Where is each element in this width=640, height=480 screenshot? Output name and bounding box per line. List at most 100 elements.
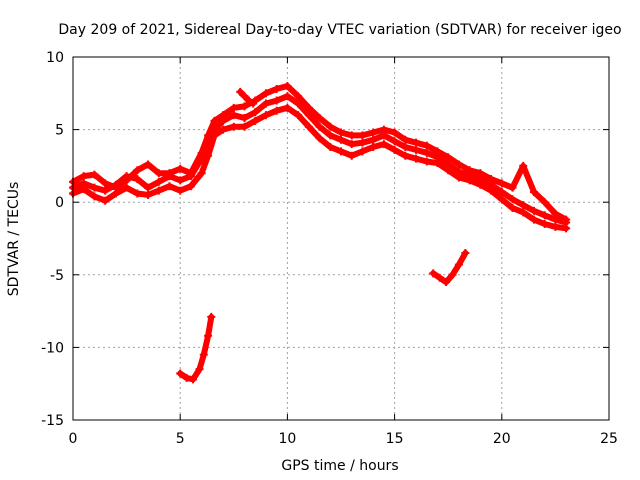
series-dip-left bbox=[176, 312, 216, 384]
data-point bbox=[176, 369, 185, 378]
data-point bbox=[442, 278, 451, 287]
series-layer bbox=[69, 82, 571, 384]
data-point bbox=[240, 113, 249, 122]
data-point bbox=[347, 151, 356, 160]
data-point bbox=[358, 138, 367, 147]
data-point bbox=[154, 177, 163, 186]
data-point bbox=[433, 147, 442, 156]
data-point bbox=[251, 108, 260, 117]
data-point bbox=[315, 134, 324, 143]
data-point bbox=[204, 331, 213, 340]
y-tick-label: -15 bbox=[41, 413, 64, 429]
data-point bbox=[240, 102, 249, 111]
data-point bbox=[240, 122, 249, 131]
x-tick-label: 25 bbox=[600, 431, 618, 447]
data-point bbox=[412, 145, 421, 154]
data-point bbox=[197, 169, 206, 178]
data-point bbox=[422, 148, 431, 157]
data-point bbox=[379, 140, 388, 149]
data-point bbox=[90, 170, 99, 179]
series-fragment-8h bbox=[236, 87, 258, 108]
data-point bbox=[182, 373, 191, 382]
data-point bbox=[529, 206, 538, 215]
data-point bbox=[283, 92, 292, 101]
data-point bbox=[315, 113, 324, 122]
data-point bbox=[133, 166, 142, 175]
data-point bbox=[154, 169, 163, 178]
data-point bbox=[369, 135, 378, 144]
data-point bbox=[326, 143, 335, 152]
data-point bbox=[176, 176, 185, 185]
y-tick-label: 10 bbox=[46, 50, 64, 66]
data-point bbox=[461, 249, 470, 258]
x-tick-label: 0 bbox=[69, 431, 78, 447]
data-point bbox=[304, 103, 313, 112]
data-point bbox=[122, 176, 131, 185]
data-point bbox=[229, 103, 238, 112]
data-point bbox=[204, 131, 213, 140]
data-point bbox=[487, 174, 496, 183]
data-point bbox=[401, 143, 410, 152]
data-point bbox=[154, 186, 163, 195]
data-point bbox=[144, 190, 153, 199]
data-point bbox=[272, 84, 281, 93]
data-point bbox=[465, 176, 474, 185]
data-point bbox=[186, 169, 195, 178]
data-point bbox=[369, 143, 378, 152]
y-tick-label: -5 bbox=[50, 268, 64, 284]
x-tick-label: 15 bbox=[386, 431, 404, 447]
data-point bbox=[551, 209, 560, 218]
data-point bbox=[236, 87, 245, 96]
data-point bbox=[261, 89, 270, 98]
data-point bbox=[476, 169, 485, 178]
data-point bbox=[347, 140, 356, 149]
data-point bbox=[261, 99, 270, 108]
data-point bbox=[133, 174, 142, 183]
data-point bbox=[337, 128, 345, 137]
data-point bbox=[465, 166, 474, 175]
data-point bbox=[401, 151, 410, 160]
data-point bbox=[358, 131, 367, 140]
x-tick-label: 20 bbox=[493, 431, 511, 447]
data-point bbox=[337, 135, 345, 144]
data-point bbox=[240, 92, 249, 101]
data-point bbox=[476, 180, 485, 189]
data-point bbox=[229, 122, 238, 131]
y-tick-label: -10 bbox=[41, 340, 64, 356]
data-point bbox=[358, 147, 367, 156]
data-point bbox=[529, 188, 538, 197]
data-point bbox=[454, 260, 463, 269]
data-point bbox=[219, 111, 228, 120]
data-point bbox=[144, 160, 153, 169]
y-tick-label: 5 bbox=[55, 123, 64, 139]
data-point bbox=[219, 125, 228, 134]
data-point bbox=[79, 172, 88, 181]
data-point bbox=[508, 195, 517, 204]
x-tick-label: 10 bbox=[278, 431, 296, 447]
data-point bbox=[315, 122, 324, 131]
data-point bbox=[369, 128, 378, 137]
data-point bbox=[379, 125, 388, 134]
data-point bbox=[101, 186, 110, 195]
data-point bbox=[249, 99, 258, 108]
series-line bbox=[237, 88, 257, 107]
data-point bbox=[272, 96, 281, 105]
data-point bbox=[122, 183, 131, 192]
data-point bbox=[189, 375, 198, 384]
data-point bbox=[429, 269, 438, 278]
data-point bbox=[562, 224, 571, 233]
series-main-trace-a bbox=[69, 92, 571, 227]
data-point bbox=[401, 135, 410, 144]
data-point bbox=[412, 138, 421, 147]
data-point bbox=[283, 103, 292, 112]
data-point bbox=[326, 122, 335, 131]
data-point bbox=[487, 186, 496, 195]
data-point bbox=[204, 151, 213, 160]
data-point bbox=[176, 164, 185, 173]
data-point bbox=[304, 111, 313, 120]
data-point bbox=[551, 222, 560, 231]
data-point bbox=[261, 111, 270, 120]
data-point bbox=[390, 137, 399, 146]
data-point bbox=[508, 183, 517, 192]
data-point bbox=[433, 158, 442, 167]
